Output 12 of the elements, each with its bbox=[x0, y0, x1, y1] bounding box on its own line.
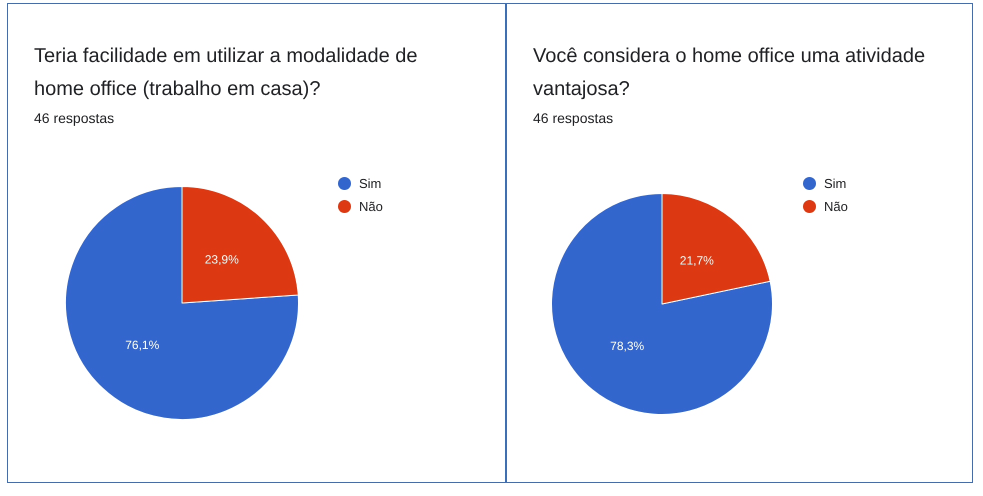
legend-label: Não bbox=[359, 199, 383, 214]
chart-title: Você considera o home office uma atividade vantajosa? bbox=[533, 44, 926, 102]
data-label: 78,3% bbox=[610, 339, 645, 354]
legend-label: Sim bbox=[359, 176, 382, 191]
data-label: 23,9% bbox=[204, 252, 240, 267]
chart-title: Teria facilidade em utilizar a modalidade de home office (trabalho em casa)? bbox=[34, 44, 419, 102]
chart-subtitle: 46 respostas bbox=[533, 110, 614, 126]
chart-subtitle: 46 respostas bbox=[34, 110, 114, 126]
legend-label: Sim bbox=[824, 176, 846, 191]
legend-label: Não bbox=[824, 199, 848, 214]
data-label: 76,1% bbox=[125, 338, 160, 352]
data-label: 21,7% bbox=[680, 253, 714, 268]
